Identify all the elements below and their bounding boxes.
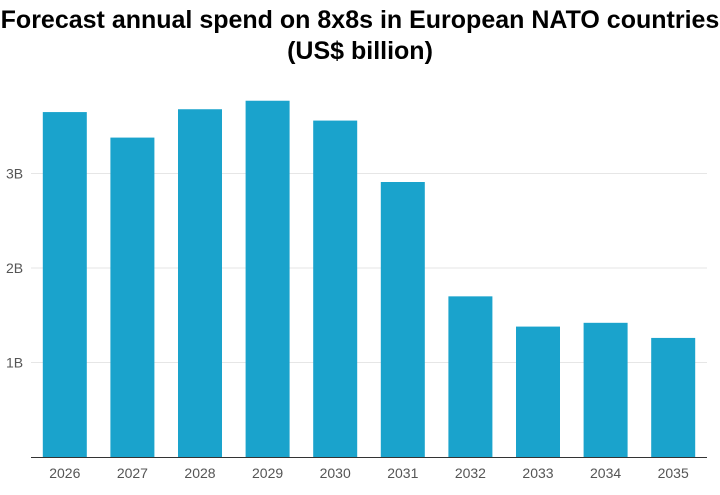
x-tick-label: 2027 bbox=[117, 465, 148, 481]
chart-title-line: Forecast annual spend on 8x8s in Europea… bbox=[0, 6, 720, 34]
bar-2033[interactable] bbox=[516, 326, 560, 457]
bar-2031[interactable] bbox=[380, 182, 425, 457]
x-tick-label: 2035 bbox=[658, 465, 689, 481]
y-tick-label: 2B bbox=[6, 260, 23, 276]
x-tick-label: 2029 bbox=[252, 465, 283, 481]
chart-subtitle: (US$ billion) bbox=[287, 37, 433, 65]
x-tick-label: 2033 bbox=[522, 465, 553, 481]
y-tick-label: 3B bbox=[6, 166, 23, 182]
bar-2032[interactable] bbox=[448, 296, 493, 457]
x-tick-label: 2026 bbox=[49, 465, 80, 481]
bar-2030[interactable] bbox=[313, 120, 358, 457]
x-tick-label: 2030 bbox=[320, 465, 351, 481]
chart-title: Forecast annual spend on 8x8s in Europea… bbox=[0, 5, 720, 67]
bar-2035[interactable] bbox=[651, 337, 696, 457]
bar-2027[interactable] bbox=[110, 137, 155, 457]
y-tick-label: 1B bbox=[6, 355, 23, 371]
x-tick-label: 2032 bbox=[455, 465, 486, 481]
bar-2026[interactable] bbox=[42, 112, 87, 457]
x-tick-label: 2028 bbox=[184, 465, 215, 481]
x-tick-label: 2034 bbox=[590, 465, 621, 481]
bar-2029[interactable] bbox=[245, 100, 290, 458]
x-tick-label: 2031 bbox=[387, 465, 418, 481]
bars bbox=[42, 100, 696, 458]
x-axis: 2026 2027 2028 2029 2030 2031 2032 2033 2034 2035 bbox=[31, 457, 707, 481]
bar-2028[interactable] bbox=[178, 109, 222, 458]
bar-2034[interactable] bbox=[583, 322, 628, 457]
